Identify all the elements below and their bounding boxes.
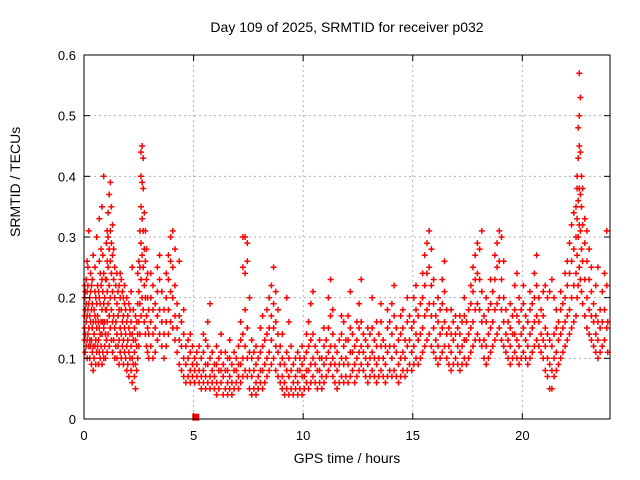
- y-tick-label: 0.5: [58, 109, 76, 124]
- plot-border: [83, 54, 611, 420]
- y-tick-label: 0.3: [58, 230, 76, 245]
- x-tick-label: 10: [296, 428, 310, 443]
- y-tick-label: 0: [69, 412, 76, 427]
- x-axis-label: GPS time / hours: [293, 450, 401, 466]
- x-tick-label: 20: [515, 428, 529, 443]
- x-tick-label: 15: [406, 428, 420, 443]
- y-tick-label: 0.1: [58, 351, 76, 366]
- y-tick-label: 0.4: [58, 169, 76, 184]
- scatter-points: [81, 70, 611, 398]
- y-tick-label: 0.2: [58, 291, 76, 306]
- chart-title: Day 109 of 2025, SRMTID for receiver p03…: [210, 19, 484, 35]
- x-tick-label: 0: [80, 428, 87, 443]
- event-marker-square: [192, 413, 200, 421]
- x-tick-label: 5: [190, 428, 197, 443]
- y-tick-label: 0.6: [58, 48, 76, 63]
